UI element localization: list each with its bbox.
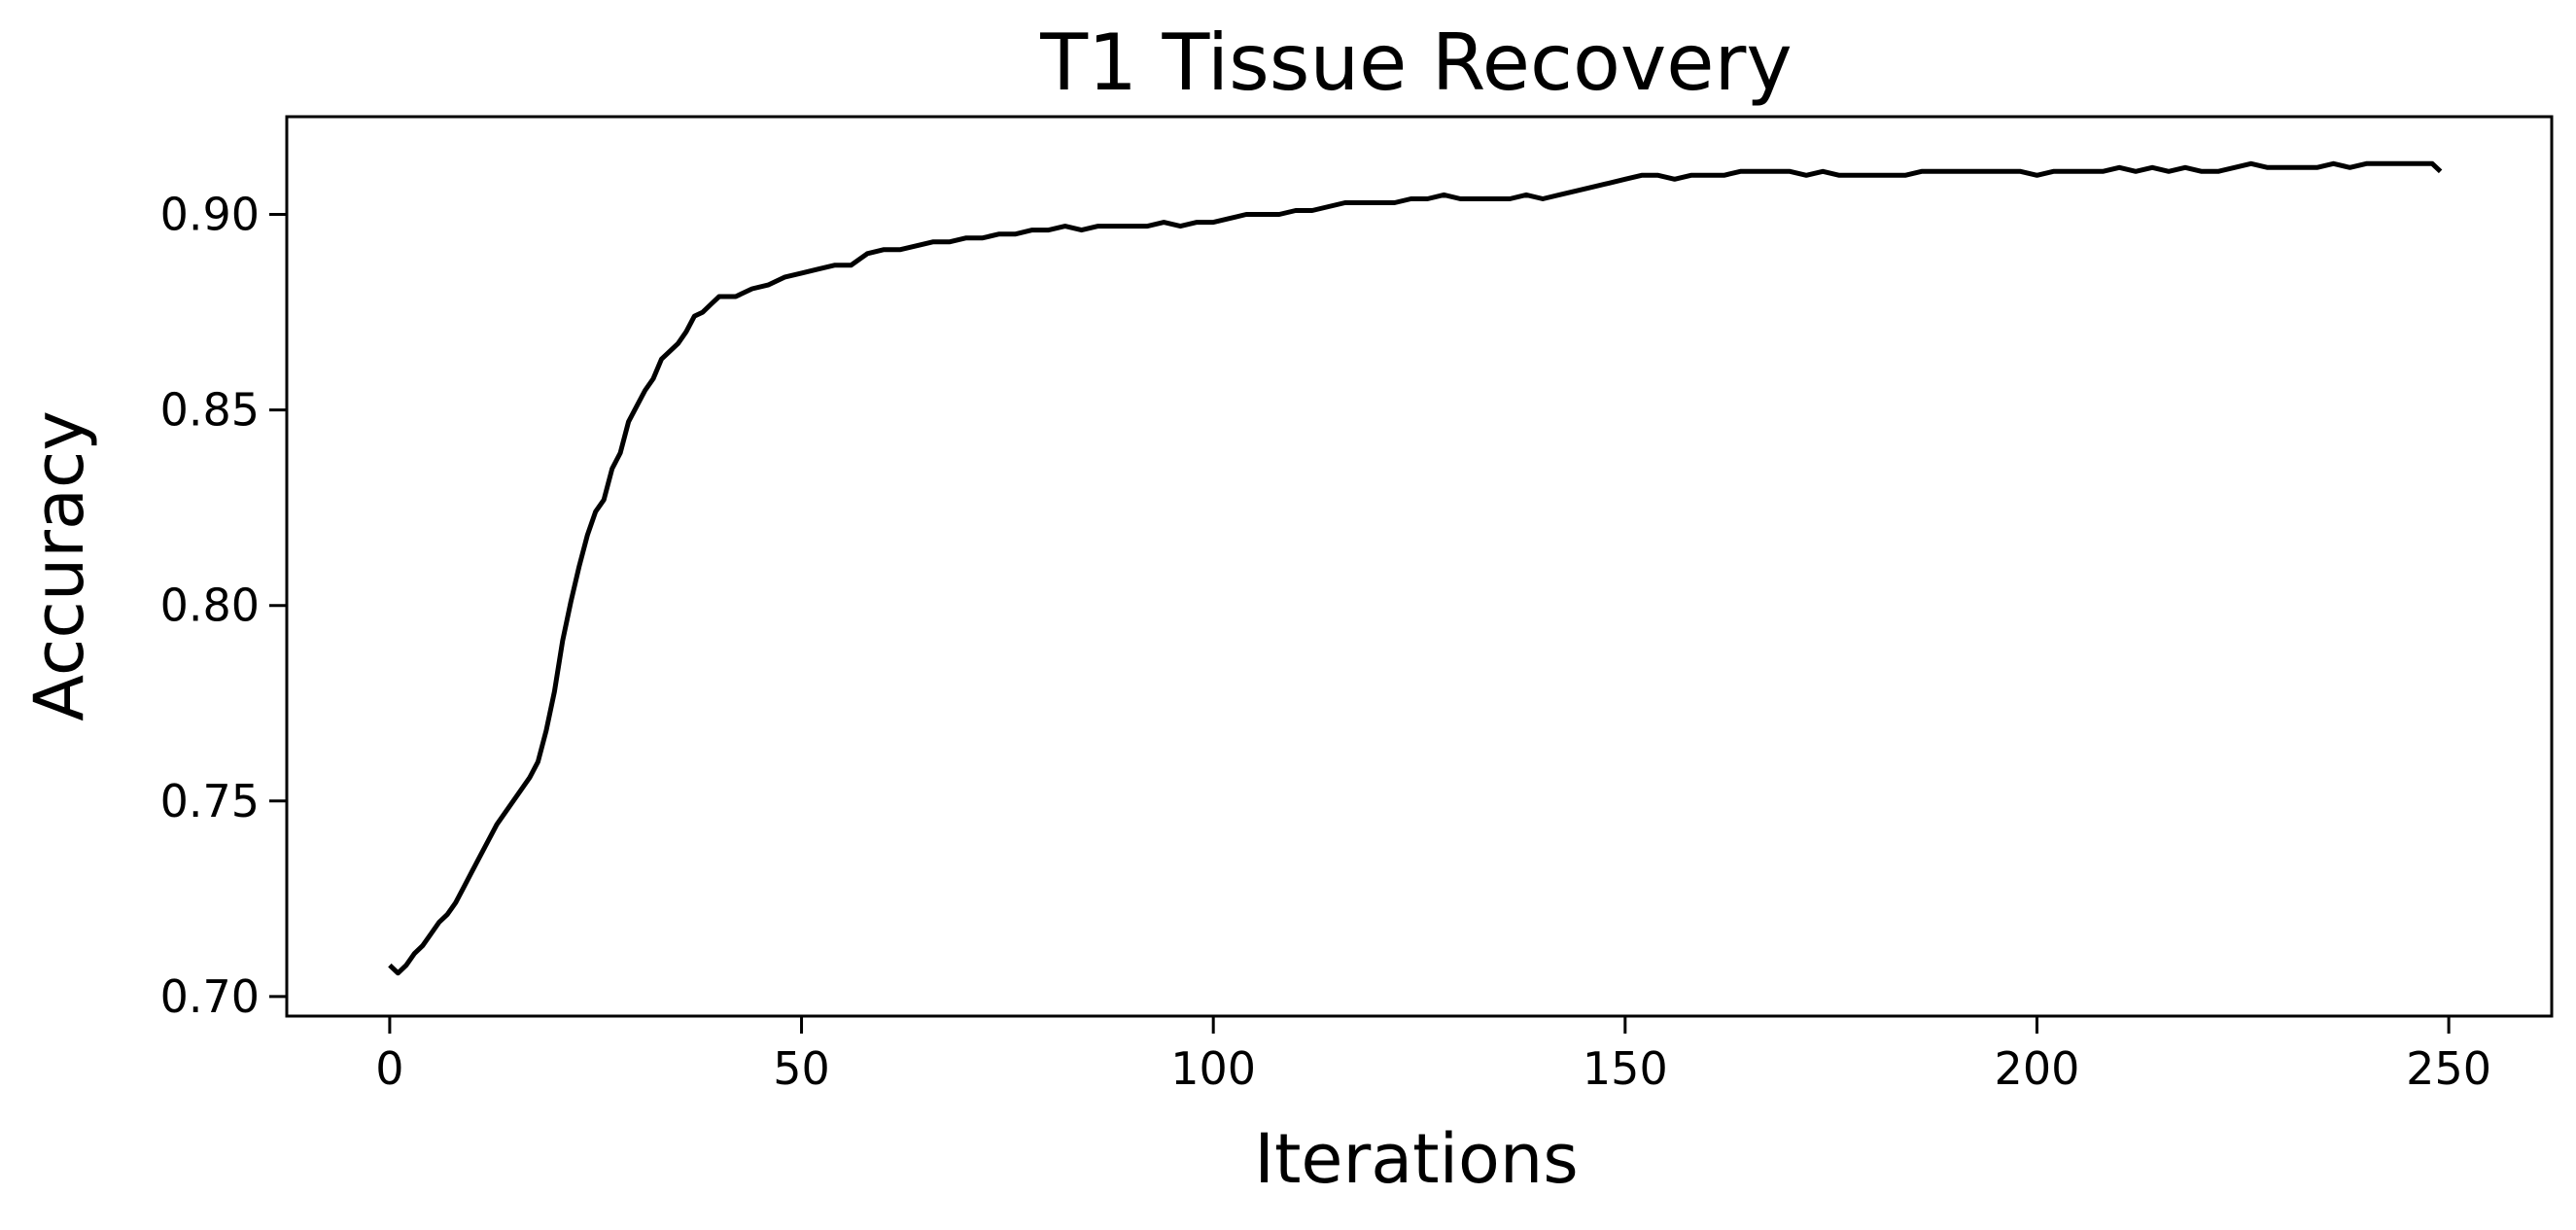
y-tick-label: 0.80 — [160, 580, 260, 632]
y-axis-title: Accuracy — [19, 410, 99, 721]
y-tick-label: 0.85 — [160, 384, 260, 437]
series-line-0 — [388, 160, 2443, 976]
x-tick-label: 250 — [2406, 1042, 2491, 1095]
plot-area — [388, 160, 2443, 976]
chart-title: T1 Tissue Recovery — [1039, 18, 1792, 108]
x-tick-label: 50 — [773, 1042, 830, 1095]
x-axis-title: Iterations — [1254, 1119, 1578, 1199]
y-tick-label: 0.75 — [160, 775, 260, 827]
y-tick-label: 0.70 — [160, 970, 260, 1023]
y-tick-label: 0.90 — [160, 189, 260, 241]
x-axis: 0 50 100 150 200 250 — [375, 1016, 2491, 1095]
plot-frame — [285, 115, 2554, 1018]
x-tick-label: 0 — [375, 1042, 403, 1095]
x-tick-label: 150 — [1583, 1042, 1668, 1095]
x-tick-label: 100 — [1170, 1042, 1256, 1095]
y-axis: 0.70 0.75 0.80 0.85 0.90 — [160, 189, 287, 1023]
x-tick-label: 200 — [1995, 1042, 2080, 1095]
